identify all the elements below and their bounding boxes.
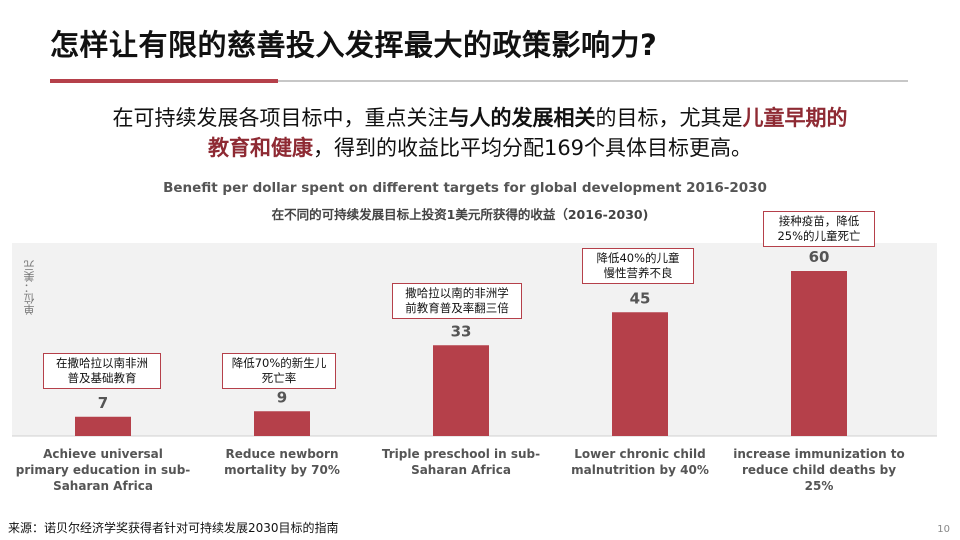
subtitle-highlight-2: 教育和健康 <box>207 136 313 160</box>
annotation-line: 降低70%的新生儿 <box>231 356 327 370</box>
annotation-line: 死亡率 <box>261 371 297 385</box>
bar-2 <box>254 411 310 436</box>
bar-3 <box>433 345 489 436</box>
bar-value-label-5: 60 <box>809 248 830 266</box>
bar-1 <box>75 416 131 436</box>
title-divider <box>50 80 908 82</box>
annotation-line: 接种疫苗，降低 <box>778 214 860 228</box>
annotation-line: 撒哈拉以南的非洲学 <box>405 286 509 300</box>
subtitle-emphasis-1: 与人的发展相关 <box>448 106 596 130</box>
subtitle-highlight-1: 儿童早期的 <box>742 106 848 130</box>
slide-subtitle: 在可持续发展各项目标中，重点关注与人的发展相关的目标，尤其是儿童早期的 教育和健… <box>40 103 920 163</box>
subtitle-text-2: 的目标，尤其是 <box>595 106 743 130</box>
annotation-box-1: 在撒哈拉以南非洲 普及基础教育 <box>43 353 161 389</box>
annotation-box-3: 撒哈拉以南的非洲学 前教育普及率翻三倍 <box>392 283 522 319</box>
annotation-box-5: 接种疫苗，降低 25%的儿童死亡 <box>763 211 875 247</box>
bar-value-label-1: 7 <box>98 394 108 412</box>
chart-title: Benefit per dollar spent on different ta… <box>163 180 767 196</box>
category-label-2: Reduce newborn mortality by 70% <box>224 447 340 477</box>
annotation-line: 慢性营养不良 <box>603 266 673 280</box>
annotation-box-2: 降低70%的新生儿 死亡率 <box>222 353 336 389</box>
annotation-box-4: 降低40%的儿童 慢性营养不良 <box>582 248 694 284</box>
bar-value-label-4: 45 <box>630 289 651 307</box>
category-label-1: Achieve universal primary education in s… <box>15 447 191 493</box>
subtitle-text-1: 在可持续发展各项目标中，重点关注 <box>112 106 449 130</box>
bar-4 <box>612 312 668 436</box>
title-accent-bar <box>50 79 278 83</box>
bar-value-label-3: 33 <box>451 322 472 340</box>
page-title: 怎样让有限的慈善投入发挥最大的政策影响力? <box>50 28 658 62</box>
category-label-5: increase immunization to reduce child de… <box>733 447 905 493</box>
source-note: 来源：诺贝尔经济学奖获得者针对可持续发展2030目标的指南 <box>8 521 339 535</box>
category-label-3: Triple preschool in sub-Saharan Africa <box>381 447 541 477</box>
annotation-line: 前教育普及率翻三倍 <box>405 301 509 315</box>
bar-5 <box>791 271 847 436</box>
annotation-line: 降低40%的儿童 <box>596 251 680 265</box>
annotation-line: 在撒哈拉以南非洲 <box>56 356 148 370</box>
subtitle-text-3: ，得到的收益比平均分配169个具体目标更高。 <box>312 136 753 160</box>
annotation-line: 25%的儿童死亡 <box>777 229 861 243</box>
annotation-line: 普及基础教育 <box>67 371 137 385</box>
chart-subtitle: 在不同的可持续发展目标上投资1美元所获得的收益（2016-2030) <box>271 207 649 222</box>
bar-value-label-2: 9 <box>277 388 287 406</box>
page-number: 10 <box>937 524 950 535</box>
category-label-4: Lower chronic child malnutrition by 40% <box>571 447 709 477</box>
